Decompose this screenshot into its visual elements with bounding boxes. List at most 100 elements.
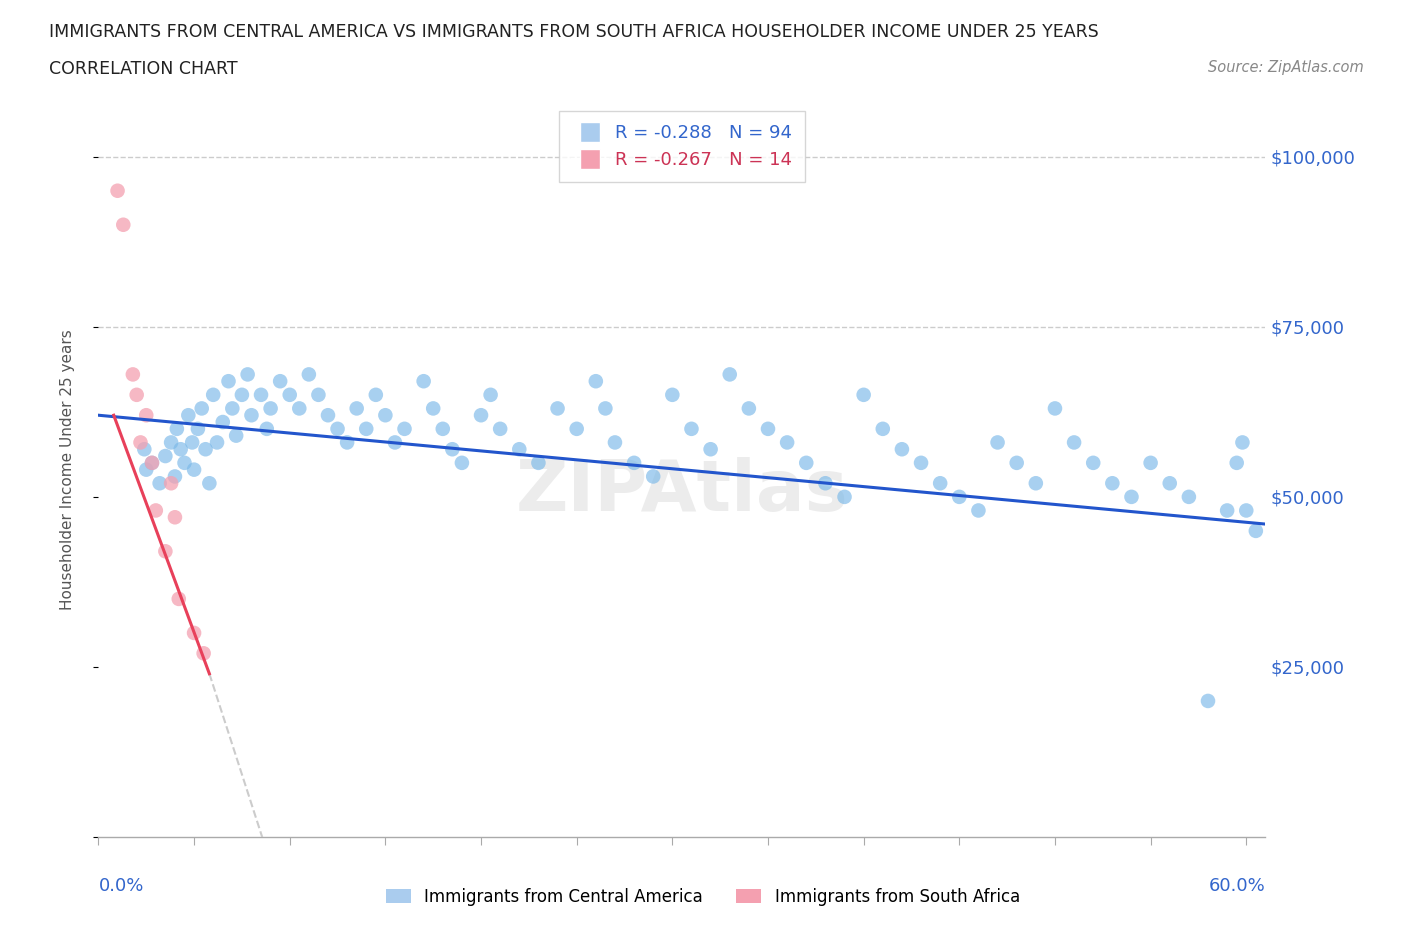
Point — [470, 407, 492, 422]
Point — [661, 388, 683, 403]
Point — [1234, 503, 1257, 518]
Point — [160, 476, 183, 491]
Point — [794, 456, 817, 471]
Point — [149, 476, 172, 491]
Point — [307, 388, 329, 403]
Point — [194, 442, 217, 457]
Point — [1121, 489, 1143, 504]
Point — [141, 456, 163, 471]
Point — [177, 407, 200, 422]
Point — [187, 421, 209, 436]
Point — [699, 442, 721, 457]
Point — [1232, 435, 1254, 450]
Legend: R = -0.288   N = 94, R = -0.267   N = 14: R = -0.288 N = 94, R = -0.267 N = 14 — [560, 112, 804, 181]
Point — [135, 407, 157, 422]
Point — [125, 388, 148, 403]
Point — [129, 435, 152, 450]
Point — [163, 469, 186, 484]
Point — [211, 415, 233, 430]
Text: 0.0%: 0.0% — [98, 877, 143, 896]
Point — [240, 407, 263, 422]
Point — [1226, 456, 1249, 471]
Point — [394, 421, 416, 436]
Point — [422, 401, 444, 416]
Point — [225, 428, 247, 443]
Y-axis label: Householder Income Under 25 years: Householder Income Under 25 years — [60, 329, 75, 610]
Point — [155, 544, 177, 559]
Point — [190, 401, 212, 416]
Point — [1043, 401, 1066, 416]
Point — [603, 435, 626, 450]
Point — [489, 421, 512, 436]
Point — [236, 367, 259, 382]
Point — [1063, 435, 1085, 450]
Point — [288, 401, 311, 416]
Point — [1178, 489, 1201, 504]
Point — [173, 456, 195, 471]
Point — [1244, 524, 1267, 538]
Point — [181, 435, 204, 450]
Point — [412, 374, 434, 389]
Point — [256, 421, 278, 436]
Point — [547, 401, 569, 416]
Point — [834, 489, 856, 504]
Point — [112, 218, 135, 232]
Point — [134, 442, 156, 457]
Point — [1216, 503, 1239, 518]
Point — [346, 401, 368, 416]
Point — [183, 626, 205, 641]
Point — [354, 421, 377, 436]
Point — [890, 442, 912, 457]
Point — [1159, 476, 1181, 491]
Point — [929, 476, 952, 491]
Point — [441, 442, 464, 457]
Point — [585, 374, 607, 389]
Point — [1025, 476, 1047, 491]
Point — [160, 435, 183, 450]
Text: 60.0%: 60.0% — [1209, 877, 1265, 896]
Point — [231, 388, 253, 403]
Point — [756, 421, 779, 436]
Point — [326, 421, 349, 436]
Point — [595, 401, 617, 416]
Point — [1083, 456, 1105, 471]
Point — [872, 421, 894, 436]
Text: Source: ZipAtlas.com: Source: ZipAtlas.com — [1208, 60, 1364, 75]
Point — [166, 421, 188, 436]
Point — [170, 442, 193, 457]
Point — [565, 421, 588, 436]
Point — [1139, 456, 1161, 471]
Point — [451, 456, 474, 471]
Point — [948, 489, 970, 504]
Point — [183, 462, 205, 477]
Point — [681, 421, 703, 436]
Point — [1197, 694, 1219, 709]
Point — [316, 407, 339, 422]
Point — [298, 367, 321, 382]
Point — [738, 401, 761, 416]
Point — [336, 435, 359, 450]
Point — [479, 388, 502, 403]
Point — [135, 462, 157, 477]
Point — [250, 388, 273, 403]
Point — [987, 435, 1010, 450]
Point — [852, 388, 875, 403]
Point — [167, 591, 190, 606]
Legend: Immigrants from Central America, Immigrants from South Africa: Immigrants from Central America, Immigra… — [380, 881, 1026, 912]
Point — [623, 456, 645, 471]
Point — [141, 456, 163, 471]
Point — [1005, 456, 1028, 471]
Point — [145, 503, 167, 518]
Point — [374, 407, 396, 422]
Point — [121, 367, 143, 382]
Point — [967, 503, 990, 518]
Point — [205, 435, 228, 450]
Point — [1101, 476, 1123, 491]
Point — [193, 646, 215, 661]
Point — [107, 183, 129, 198]
Point — [202, 388, 225, 403]
Point — [814, 476, 837, 491]
Point — [776, 435, 799, 450]
Point — [269, 374, 291, 389]
Point — [527, 456, 550, 471]
